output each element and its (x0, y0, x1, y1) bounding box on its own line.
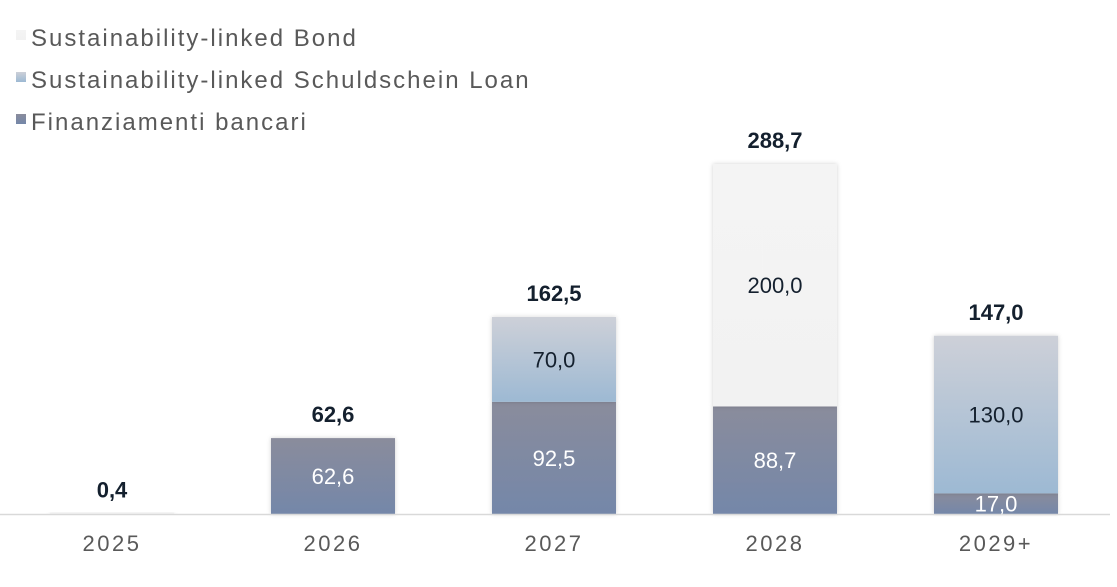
legend-label: Finanziamenti bancari (31, 109, 308, 136)
bar-segment (492, 401, 616, 514)
legend-swatch (16, 72, 26, 82)
segment-data-label: 70,0 (533, 347, 576, 372)
bar-segment (492, 316, 616, 402)
bar-segment (934, 493, 1058, 514)
total-label: 62,6 (312, 402, 355, 427)
x-tick-label: 2028 (746, 531, 805, 556)
legend: Sustainability-linked Bond Sustainability… (16, 25, 531, 136)
labels: 0,4 2025 62,6 62,6 2026 92,5 70,0 162,5 2027 88,7… (83, 128, 1033, 556)
total-label: 288,7 (747, 128, 802, 153)
legend-label: Sustainability-linked Schuldschein Loan (31, 67, 531, 94)
total-label: 0,4 (97, 478, 128, 503)
legend-swatch (16, 30, 26, 40)
x-tick-label: 2026 (304, 531, 363, 556)
segment-data-label: 92,5 (533, 446, 576, 471)
segment-data-label: 130,0 (968, 403, 1023, 428)
total-label: 147,0 (968, 300, 1023, 325)
segment-data-label: 17,0 (975, 492, 1018, 517)
segment-data-label: 62,6 (312, 464, 355, 489)
x-tick-label: 2027 (525, 531, 584, 556)
bar-segment (713, 406, 837, 514)
legend-label: Sustainability-linked Bond (31, 25, 358, 52)
bars (50, 164, 1058, 514)
segment-data-label: 88,7 (754, 448, 797, 473)
bar-segment (50, 512, 174, 514)
bar-segment (271, 438, 395, 514)
bar-segment (713, 164, 837, 407)
segment-data-label: 200,0 (747, 273, 802, 298)
bar-segment (934, 335, 1058, 494)
x-tick-label: 2029+ (959, 531, 1033, 556)
x-tick-label: 2025 (83, 531, 142, 556)
legend-swatch (16, 114, 26, 124)
total-label: 162,5 (526, 281, 581, 306)
